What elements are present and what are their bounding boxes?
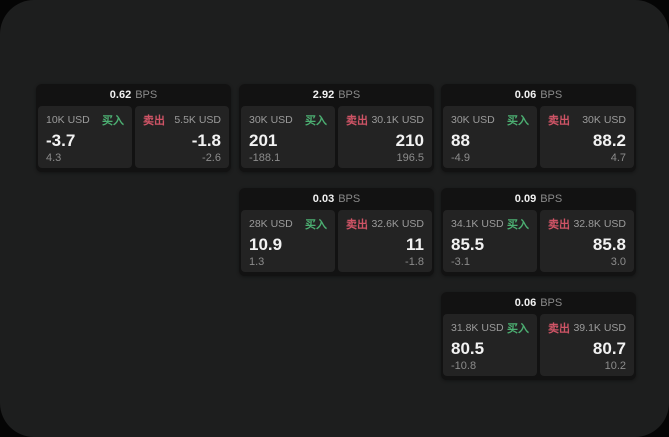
buy-size: 30K USD xyxy=(249,114,293,126)
bps-unit-label: BPS xyxy=(540,89,563,101)
price-card: 0.62 BPS 10K USD 买入 -3.7 4.3 卖出 5.5K USD… xyxy=(36,84,231,172)
price-card: 2.92 BPS 30K USD 买入 201 -188.1 卖出 30.1K … xyxy=(239,84,434,172)
buy-delta: 4.3 xyxy=(46,152,62,164)
bps-unit-label: BPS xyxy=(338,89,361,101)
bps-unit-label: BPS xyxy=(540,297,563,309)
sell-label: 卖出 xyxy=(143,115,165,127)
sell-panel[interactable]: 卖出 30.1K USD 210 196.5 xyxy=(338,106,432,168)
buy-price: 10.9 xyxy=(249,234,283,254)
sell-panel[interactable]: 卖出 39.1K USD 80.7 10.2 xyxy=(540,314,634,376)
bps-value: 2.92 xyxy=(312,89,335,101)
sell-label: 卖出 xyxy=(548,323,570,335)
buy-price: 201 xyxy=(249,130,278,150)
sell-price: -1.8 xyxy=(191,130,221,150)
sell-panel[interactable]: 卖出 30K USD 88.2 4.7 xyxy=(540,106,634,168)
sell-delta: 4.7 xyxy=(610,152,626,164)
bps-header: 0.06 BPS xyxy=(441,84,636,106)
bps-header: 0.09 BPS xyxy=(441,188,636,210)
buy-panel[interactable]: 30K USD 买入 88 -4.9 xyxy=(443,106,537,168)
bps-value: 0.09 xyxy=(514,193,537,205)
bps-value: 0.03 xyxy=(312,193,335,205)
buy-size: 31.8K USD xyxy=(451,322,504,334)
sell-delta: 3.0 xyxy=(610,256,626,268)
sell-price: 11 xyxy=(406,234,424,254)
buy-label: 买入 xyxy=(507,115,529,127)
bps-header: 0.62 BPS xyxy=(36,84,231,106)
sell-panel[interactable]: 卖出 32.8K USD 85.8 3.0 xyxy=(540,210,634,272)
sell-price: 80.7 xyxy=(592,338,626,358)
buy-size: 28K USD xyxy=(249,218,293,230)
price-card: 0.06 BPS 30K USD 买入 88 -4.9 卖出 30K USD 8… xyxy=(441,84,636,172)
bps-unit-label: BPS xyxy=(540,193,563,205)
bps-unit-label: BPS xyxy=(338,193,361,205)
bps-header: 0.06 BPS xyxy=(441,292,636,314)
bps-header: 0.03 BPS xyxy=(239,188,434,210)
sell-label: 卖出 xyxy=(346,115,368,127)
buy-panel[interactable]: 28K USD 买入 10.9 1.3 xyxy=(241,210,335,272)
buy-label: 买入 xyxy=(305,219,327,231)
sell-size: 30.1K USD xyxy=(371,114,424,126)
sell-price: 88.2 xyxy=(592,130,626,150)
buy-delta: -188.1 xyxy=(249,152,281,164)
buy-panel[interactable]: 10K USD 买入 -3.7 4.3 xyxy=(38,106,132,168)
sell-price: 85.8 xyxy=(592,234,626,254)
buy-panel[interactable]: 30K USD 买入 201 -188.1 xyxy=(241,106,335,168)
sell-delta: -1.8 xyxy=(405,256,424,268)
sell-label: 卖出 xyxy=(548,219,570,231)
price-card: 0.06 BPS 31.8K USD 买入 80.5 -10.8 卖出 39.1… xyxy=(441,292,636,380)
price-card: 0.09 BPS 34.1K USD 买入 85.5 -3.1 卖出 32.8K… xyxy=(441,188,636,276)
sell-panel[interactable]: 卖出 32.6K USD 11 -1.8 xyxy=(338,210,432,272)
buy-size: 30K USD xyxy=(451,114,495,126)
buy-label: 买入 xyxy=(507,219,529,231)
bps-value: 0.62 xyxy=(109,89,132,101)
sell-size: 5.5K USD xyxy=(174,114,221,126)
bps-value: 0.06 xyxy=(514,297,537,309)
buy-panel[interactable]: 34.1K USD 买入 85.5 -3.1 xyxy=(443,210,537,272)
buy-delta: -3.1 xyxy=(451,256,470,268)
buy-delta: 1.3 xyxy=(249,256,265,268)
sell-price: 210 xyxy=(395,130,424,150)
buy-panel[interactable]: 31.8K USD 买入 80.5 -10.8 xyxy=(443,314,537,376)
buy-price: 85.5 xyxy=(451,234,485,254)
sell-panel[interactable]: 卖出 5.5K USD -1.8 -2.6 xyxy=(135,106,229,168)
sell-size: 32.6K USD xyxy=(371,218,424,230)
sell-label: 卖出 xyxy=(346,219,368,231)
buy-delta: -4.9 xyxy=(451,152,470,164)
price-card: 0.03 BPS 28K USD 买入 10.9 1.3 卖出 32.6K US… xyxy=(239,188,434,276)
buy-label: 买入 xyxy=(102,115,124,127)
sell-delta: 10.2 xyxy=(604,360,626,372)
sell-label: 卖出 xyxy=(548,115,570,127)
buy-delta: -10.8 xyxy=(451,360,477,372)
buy-price: 88 xyxy=(451,130,470,150)
buy-label: 买入 xyxy=(305,115,327,127)
buy-size: 10K USD xyxy=(46,114,90,126)
sell-delta: 196.5 xyxy=(396,152,424,164)
bps-value: 0.06 xyxy=(514,89,537,101)
buy-size: 34.1K USD xyxy=(451,218,504,230)
sell-size: 32.8K USD xyxy=(573,218,626,230)
bps-header: 2.92 BPS xyxy=(239,84,434,106)
buy-price: 80.5 xyxy=(451,338,485,358)
sell-size: 39.1K USD xyxy=(573,322,626,334)
buy-label: 买入 xyxy=(507,323,529,335)
sell-delta: -2.6 xyxy=(202,152,221,164)
sell-size: 30K USD xyxy=(582,114,626,126)
buy-price: -3.7 xyxy=(46,130,76,150)
bps-unit-label: BPS xyxy=(135,89,158,101)
